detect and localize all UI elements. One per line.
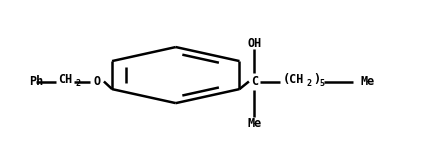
Text: 5: 5: [319, 79, 324, 88]
Text: CH: CH: [58, 73, 72, 86]
Text: Me: Me: [247, 117, 261, 130]
Text: 2: 2: [76, 79, 81, 88]
Text: 2: 2: [307, 79, 312, 88]
Text: (CH: (CH: [283, 73, 304, 86]
Text: C: C: [251, 75, 258, 88]
Text: O: O: [93, 75, 101, 88]
Text: Me: Me: [361, 75, 375, 88]
Text: ): ): [313, 73, 320, 86]
Text: OH: OH: [247, 37, 261, 50]
Text: Ph: Ph: [29, 75, 43, 88]
